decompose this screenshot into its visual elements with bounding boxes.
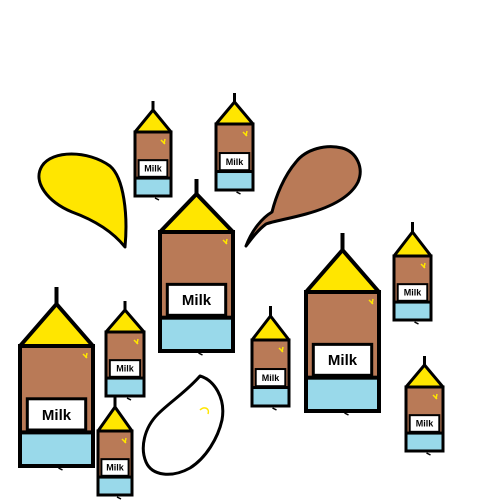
- carton-highlight: [242, 130, 248, 137]
- carton-label-box: [396, 283, 429, 302]
- carton-highlight: [432, 393, 438, 400]
- chocolate-milk-splash: [244, 145, 362, 248]
- carton-roof: [392, 230, 433, 258]
- carton-drip: [414, 321, 419, 325]
- carton-label-text: Milk: [262, 373, 280, 383]
- carton-label-text: Milk: [226, 157, 244, 167]
- carton-drip: [198, 352, 203, 356]
- carton-highlight: [420, 262, 426, 269]
- carton-highlight: [133, 338, 139, 345]
- carton-drip: [116, 496, 122, 500]
- carton-roof: [214, 100, 255, 126]
- carton-drip: [236, 191, 241, 195]
- carton-drip: [126, 397, 132, 401]
- carton-label-text: Milk: [182, 292, 212, 309]
- carton-roof: [18, 302, 95, 348]
- carton-label-box: [108, 359, 142, 378]
- carton-base: [158, 315, 235, 353]
- carton-roof: [250, 314, 291, 342]
- carton-label-text: Milk: [416, 419, 434, 429]
- carton-label-text: Milk: [116, 364, 134, 374]
- carton-base: [104, 376, 146, 398]
- carton-base: [250, 386, 291, 408]
- milk-carton: Milk: [304, 233, 381, 416]
- milk-carton: Milk: [96, 397, 134, 500]
- carton-drip: [344, 412, 349, 416]
- carton-drip: [272, 407, 277, 411]
- carton-base: [304, 375, 381, 413]
- carton-highlight: [160, 138, 166, 145]
- carton-base: [18, 430, 95, 468]
- carton-label-box: [25, 397, 88, 432]
- carton-base: [392, 300, 433, 322]
- carton-label-text: Milk: [144, 164, 162, 174]
- carton-drip: [58, 467, 63, 471]
- carton-label-text: Milk: [404, 288, 422, 298]
- carton-label-box: [218, 152, 251, 172]
- carton-label-box: [408, 414, 441, 433]
- carton-roof: [104, 308, 146, 334]
- milk-carton: Milk: [104, 301, 146, 401]
- carton-highlight: [82, 352, 88, 359]
- carton-label-text: Milk: [328, 352, 358, 369]
- milk-carton: Milk: [158, 179, 235, 356]
- carton-base: [133, 176, 173, 198]
- carton-roof: [133, 108, 173, 134]
- milk-carton: Milk: [214, 93, 255, 195]
- carton-highlight: [368, 298, 374, 305]
- carton-drip: [154, 197, 160, 201]
- carton-label-box: [254, 368, 287, 388]
- white-milk-splash: [141, 374, 225, 476]
- carton-label-box: [311, 342, 374, 377]
- carton-roof: [404, 363, 445, 389]
- carton-highlight: [121, 437, 127, 444]
- milk-carton: Milk: [404, 356, 445, 456]
- carton-base: [214, 170, 255, 192]
- carton-label-text: Milk: [42, 407, 72, 424]
- carton-label-box: [165, 282, 228, 317]
- carton-roof: [304, 248, 381, 294]
- milk-carton: Milk: [250, 306, 291, 411]
- splash-highlight: [199, 407, 210, 415]
- milk-carton: Milk: [392, 222, 433, 325]
- carton-label-box: [100, 458, 130, 477]
- carton-highlight: [222, 238, 228, 245]
- carton-label-text: Milk: [106, 463, 124, 473]
- yellow-banana-splash: [37, 152, 128, 249]
- milk-carton: Milk: [133, 101, 173, 201]
- carton-label-box: [137, 159, 169, 178]
- carton-roof: [158, 192, 235, 234]
- carton-base: [404, 431, 445, 453]
- carton-base: [96, 475, 134, 497]
- carton-highlight: [278, 346, 284, 353]
- milk-carton: Milk: [18, 287, 95, 471]
- carton-roof: [96, 405, 134, 433]
- carton-drip: [426, 452, 431, 456]
